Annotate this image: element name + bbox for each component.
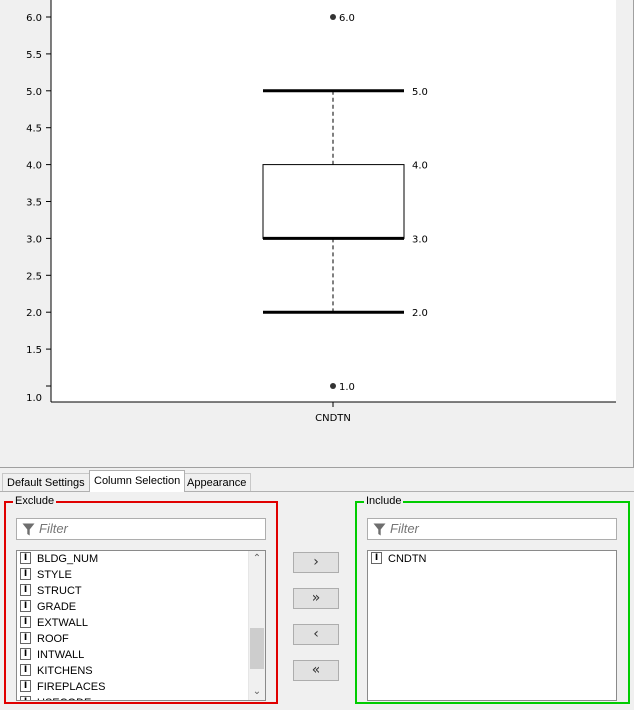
y-tick-label: 2.0 — [26, 308, 42, 319]
boxplot-panel: CNDTN 1.0 1.5 2.0 2.5 3.0 3.5 4.0 4.5 5.0 5.5 6.0 5… — [0, 0, 634, 468]
y-tick-label: 2.5 — [26, 271, 42, 282]
include-panel: Include I CNDTN — [355, 494, 630, 704]
column-name: EXTWALL — [37, 617, 88, 629]
list-item[interactable]: I BLDG_NUM — [17, 551, 265, 567]
exclude-title: Exclude — [13, 494, 57, 508]
tab-bar: Default Settings Column Selection Appear… — [0, 470, 634, 492]
column-name: ROOF — [37, 633, 69, 645]
list-item[interactable]: I EXTWALL — [17, 615, 265, 631]
list-item[interactable]: I USECODE — [17, 695, 265, 700]
tab-default-settings[interactable]: Default Settings — [2, 473, 90, 491]
list-item[interactable]: I STRUCT — [17, 583, 265, 599]
lower-whisker-label: 2.0 — [412, 308, 428, 319]
column-name: USECODE — [37, 697, 91, 700]
column-name: BLDG_NUM — [37, 553, 99, 565]
column-name: INTWALL — [37, 649, 85, 661]
integer-type-icon: I — [20, 696, 31, 700]
exclude-filter-input[interactable] — [39, 521, 239, 536]
x-tick-label: CNDTN — [315, 413, 351, 424]
y-tick-label: 4.5 — [26, 124, 42, 135]
column-name: FIREPLACES — [37, 681, 106, 693]
outlier-low-label: 1.0 — [339, 382, 355, 393]
list-item[interactable]: I CNDTN — [368, 551, 616, 567]
outlier-high-label: 6.0 — [339, 13, 355, 24]
integer-type-icon: I — [20, 632, 31, 644]
iqr-box — [262, 164, 405, 239]
exclude-scroll-thumb[interactable] — [250, 628, 264, 669]
funnel-icon — [373, 523, 386, 536]
integer-type-icon: I — [371, 552, 382, 564]
integer-type-icon: I — [20, 600, 31, 612]
outlier-point — [330, 383, 336, 389]
list-item[interactable]: I STYLE — [17, 567, 265, 583]
integer-type-icon: I — [20, 680, 31, 692]
add-all-button[interactable]: » — [293, 588, 339, 609]
add-selected-button[interactable]: › — [293, 552, 339, 573]
y-tick-label: 3.0 — [26, 234, 42, 245]
y-tick-label: 1.5 — [26, 345, 42, 356]
include-filter-field[interactable] — [367, 518, 617, 540]
integer-type-icon: I — [20, 552, 31, 564]
integer-type-icon: I — [20, 568, 31, 580]
integer-type-icon: I — [20, 584, 31, 596]
list-item[interactable]: I FIREPLACES — [17, 679, 265, 695]
y-tick-label: 4.0 — [26, 161, 42, 172]
exclude-column-list[interactable]: I BLDG_NUM I STYLE I STRUCT I GRADE I EXTWALL I ROO… — [16, 550, 266, 701]
tab-appearance[interactable]: Appearance — [182, 473, 252, 491]
q3-label: 4.0 — [412, 161, 428, 172]
outlier-point — [330, 14, 336, 20]
integer-type-icon: I — [20, 664, 31, 676]
column-name: CNDTN — [388, 553, 427, 565]
column-name: GRADE — [37, 601, 77, 613]
column-name: KITCHENS — [37, 665, 93, 677]
list-item[interactable]: I GRADE — [17, 599, 265, 615]
exclude-scrollbar[interactable]: ⌃ ⌄ — [248, 551, 265, 700]
include-filter-input[interactable] — [390, 521, 590, 536]
y-tick-label: 6.0 — [26, 13, 42, 24]
include-column-list[interactable]: I CNDTN — [367, 550, 617, 701]
exclude-filter-field[interactable] — [16, 518, 266, 540]
column-name: STYLE — [37, 569, 72, 581]
y-tick-label: 5.5 — [26, 50, 42, 61]
column-name: STRUCT — [37, 585, 82, 597]
remove-all-button[interactable]: « — [293, 660, 339, 681]
integer-type-icon: I — [20, 648, 31, 660]
y-tick-label: 5.0 — [26, 87, 42, 98]
tab-column-selection[interactable]: Column Selection — [89, 470, 186, 492]
chevron-down-icon[interactable]: ⌄ — [252, 686, 262, 697]
funnel-icon — [22, 523, 35, 536]
y-tick-label: 3.5 — [26, 198, 42, 209]
chevron-up-icon[interactable]: ⌃ — [252, 553, 262, 564]
list-item[interactable]: I KITCHENS — [17, 663, 265, 679]
upper-whisker-label: 5.0 — [412, 87, 428, 98]
integer-type-icon: I — [20, 616, 31, 628]
list-item[interactable]: I ROOF — [17, 631, 265, 647]
tab-divider — [0, 491, 634, 492]
q1-label: 3.0 — [412, 234, 428, 245]
list-item[interactable]: I INTWALL — [17, 647, 265, 663]
include-title: Include — [364, 494, 404, 508]
y-tick-label: 1.0 — [26, 393, 42, 404]
exclude-panel: Exclude I BLDG_NUM I STYLE I STRUCT I GRADE I EXT… — [4, 494, 278, 704]
remove-selected-button[interactable]: ‹ — [293, 624, 339, 645]
boxplot-chart: CNDTN 1.0 1.5 2.0 2.5 3.0 3.5 4.0 4.5 5.0 5.5 6.0 5… — [26, 0, 616, 424]
